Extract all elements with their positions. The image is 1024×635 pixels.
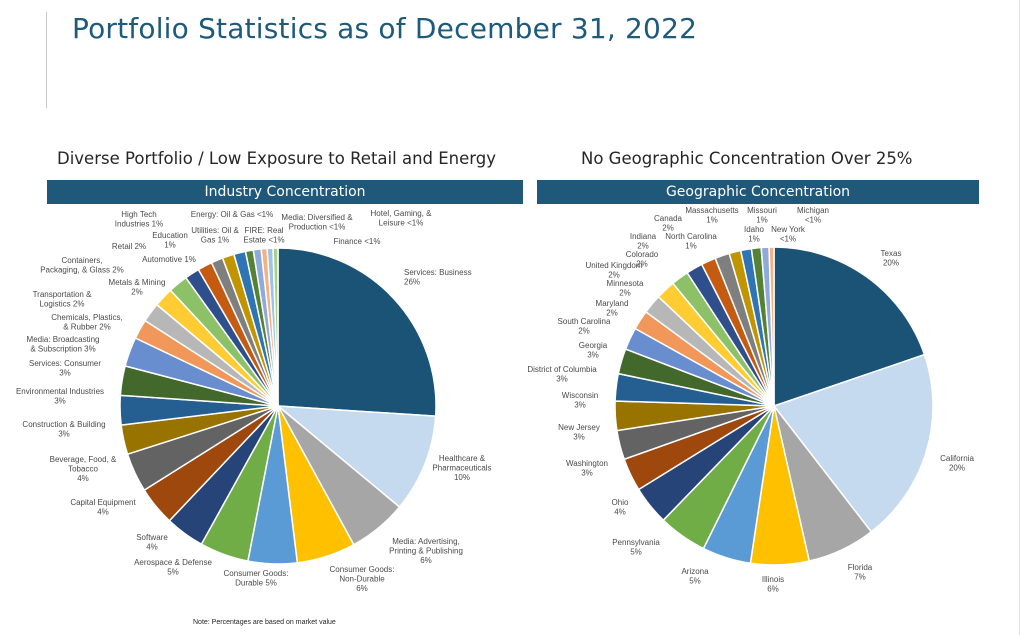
industry-label-beverage-food-tobacco: Beverage, Food, & Tobacco 4% (50, 455, 117, 483)
geo-slice-california (772, 353, 934, 533)
industry-slice-services-business (277, 247, 437, 417)
industry-label-media-broadcasting-subscription: Media: Broadcasting & Subscription 3% (27, 335, 100, 354)
industry-label-healthcare-pharmaceuticals: Healthcare & Pharmaceuticals 10% (432, 454, 491, 482)
geo-label-california: California 20% (940, 454, 974, 473)
geo-label-texas: Texas 20% (881, 249, 902, 268)
industry-label-media-diversified-production: Media: Diversified & Production <1% (281, 213, 353, 232)
industry-label-metals-mining: Metals & Mining 2% (109, 278, 166, 297)
industry-label-retail: Retail 2% (112, 242, 146, 251)
right-edge-line (1019, 0, 1020, 635)
industry-label-consumer-goods-durable: Consumer Goods: Durable 5% (224, 569, 289, 588)
geo-label-united-kingdom: United Kingdom 2% (586, 261, 643, 280)
industry-slice-healthcare-pharmaceuticals (275, 405, 437, 509)
geo-label-pennsylvania: Pennsylvania 5% (612, 538, 660, 557)
geo-label-florida: Florida 7% (848, 563, 873, 582)
industry-label-consumer-goods-non-durable: Consumer Goods: Non-Durable 6% (330, 565, 395, 593)
industry-label-fire-real-estate: FIRE: Real Estate <1% (243, 226, 284, 245)
industry-label-energy-oil-gas: Energy: Oil & Gas <1% (191, 210, 273, 219)
geographic-chart-title: No Geographic Concentration Over 25% (581, 149, 913, 168)
geo-label-washington: Washington 3% (566, 459, 608, 478)
industry-label-finance: Finance <1% (334, 237, 381, 246)
industry-label-software: Software 4% (136, 533, 168, 552)
geo-label-new-york: New York <1% (771, 225, 806, 244)
geographic-header-bar: Geographic Concentration (537, 180, 979, 204)
geo-label-arizona: Arizona 5% (681, 567, 709, 586)
industry-label-construction-building: Construction & Building 3% (22, 420, 105, 439)
industry-label-education: Education 1% (152, 231, 188, 250)
geo-label-indiana: Indiana 2% (630, 232, 657, 251)
industry-label-containers-packaging-glass: Containers, Packaging, & Glass 2% (40, 256, 124, 275)
page-title: Portfolio Statistics as of December 31, … (72, 12, 698, 45)
geo-label-north-carolina: North Carolina 1% (665, 232, 717, 251)
geo-label-michigan: Michigan <1% (797, 206, 829, 225)
geo-label-ohio: Ohio 4% (612, 498, 629, 517)
industry-label-chemicals-plastics-rubber: Chemicals, Plastics, & Rubber 2% (51, 313, 123, 332)
geo-label-south-carolina: South Carolina 2% (558, 317, 611, 336)
industry-label-utilities-oil-gas: Utilities: Oil & Gas 1% (191, 226, 239, 245)
geo-slice-michigan (768, 246, 775, 407)
industry-label-services-consumer: Services: Consumer 3% (29, 359, 101, 378)
geo-label-minnesota: Minnesota 2% (607, 279, 644, 298)
footnote: Note: Percentages are based on market va… (193, 619, 336, 626)
geo-label-illinois: Illinois 6% (762, 575, 784, 594)
geo-label-idaho: Idaho 1% (744, 225, 765, 244)
industry-label-hotel-gaming-leisure: Hotel, Gaming, & Leisure <1% (371, 209, 433, 228)
title-divider (46, 12, 47, 108)
geo-label-massachusetts: Massachusetts 1% (685, 206, 738, 225)
industry-label-environmental-industries: Environmental Industries 3% (16, 387, 104, 406)
geo-label-new-jersey: New Jersey 3% (558, 423, 600, 442)
geo-label-wisconsin: Wisconsin 3% (562, 391, 598, 410)
industry-label-capital-equipment: Capital Equipment 4% (70, 498, 136, 517)
geo-label-georgia: Georgia 3% (579, 341, 608, 360)
geo-slice-texas (773, 246, 926, 408)
geo-label-colorado: Colorado 2% (626, 250, 659, 269)
industry-header-bar: Industry Concentration (47, 180, 523, 204)
industry-label-transportation-logistics: Transportation & Logistics 2% (33, 290, 93, 309)
industry-chart-title: Diverse Portfolio / Low Exposure to Reta… (57, 149, 497, 168)
industry-label-media-advertising-printing-publishing: Media: Advertising, Printing & Publishing… (389, 537, 463, 565)
industry-label-services-business: Services: Business 26% (404, 268, 472, 287)
industry-label-high-tech-industries: High Tech Industries 1% (115, 210, 163, 229)
geo-label-missouri: Missouri 1% (747, 206, 777, 225)
industry-label-automotive: Automotive 1% (142, 255, 196, 264)
geo-label-district-of-columbia: District of Columbia 3% (527, 365, 597, 384)
geo-label-maryland: Maryland 2% (596, 299, 629, 318)
geo-label-canada: Canada 2% (654, 214, 683, 233)
industry-slice-finance (272, 247, 279, 407)
industry-label-aerospace-defense: Aerospace & Defense 5% (134, 558, 212, 577)
